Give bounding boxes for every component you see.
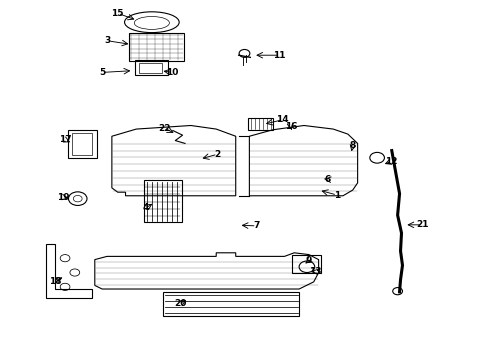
Bar: [135, 60, 168, 75]
Text: 4: 4: [142, 203, 149, 212]
Text: 19: 19: [57, 193, 69, 202]
Text: 18: 18: [49, 276, 61, 285]
Text: 3: 3: [104, 36, 111, 45]
Bar: [143, 180, 181, 222]
Text: 8: 8: [349, 141, 355, 150]
Bar: [129, 33, 183, 61]
Bar: [292, 255, 320, 273]
Text: 9: 9: [305, 256, 311, 265]
Text: 16: 16: [284, 122, 297, 131]
Text: 21: 21: [415, 220, 428, 229]
Text: 6: 6: [324, 175, 330, 184]
Bar: [72, 133, 92, 155]
Text: 1: 1: [333, 190, 340, 199]
Bar: [248, 118, 272, 130]
Text: 2: 2: [214, 150, 221, 159]
Text: 7: 7: [253, 221, 259, 230]
Text: 12: 12: [385, 157, 397, 166]
Bar: [68, 130, 97, 158]
Text: 14: 14: [276, 115, 288, 124]
Text: 22: 22: [158, 123, 170, 132]
Text: 13: 13: [308, 267, 321, 276]
Text: 5: 5: [99, 68, 105, 77]
Text: 11: 11: [273, 51, 285, 60]
Text: 15: 15: [111, 9, 124, 18]
Text: 10: 10: [166, 68, 178, 77]
Text: 17: 17: [59, 135, 71, 144]
Bar: [139, 63, 162, 73]
Text: 20: 20: [174, 299, 186, 308]
